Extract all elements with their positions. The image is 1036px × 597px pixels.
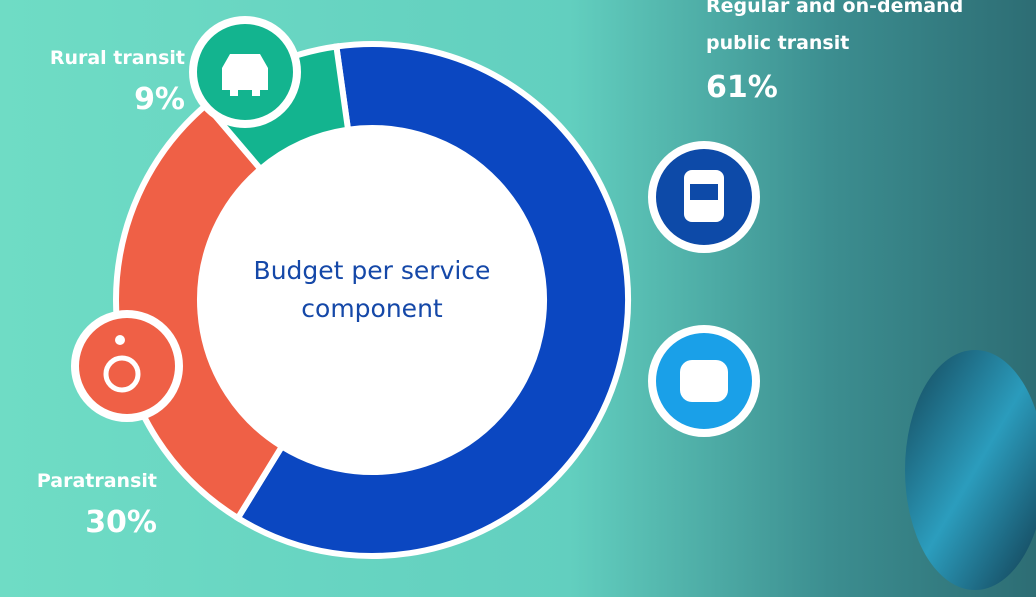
headphone: [905, 350, 1036, 590]
wheelchair-icon: [71, 310, 183, 422]
category-label: Regular and on-demand public transit: [706, 0, 964, 54]
chart-title: Budget per service component: [253, 256, 491, 323]
bubble: [680, 360, 728, 402]
car-shape: [222, 54, 268, 96]
icons: [71, 16, 760, 437]
donut-hole: [198, 126, 546, 474]
value-label: 9%: [134, 82, 185, 117]
category-label: Paratransit: [36, 470, 157, 492]
category-label: Rural transit: [49, 47, 185, 69]
head: [115, 335, 125, 345]
bus-window: [690, 184, 718, 200]
value-label: 30%: [85, 505, 157, 540]
value-label: 61%: [706, 70, 778, 105]
wheel: [103, 355, 141, 393]
